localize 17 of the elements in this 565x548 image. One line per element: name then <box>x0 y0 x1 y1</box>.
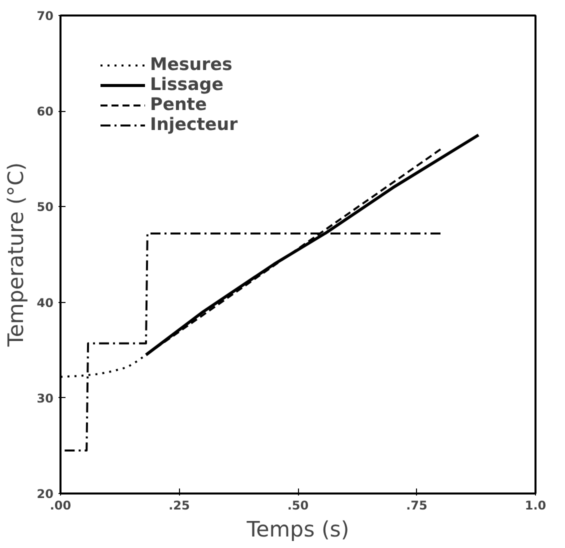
y-axis-title: Temperature (°C) <box>4 162 29 348</box>
y-tick-label: 60 <box>36 104 54 119</box>
legend-label: Pente <box>150 95 207 115</box>
legend-label: Lissage <box>150 75 224 95</box>
x-tick-label: .25 <box>168 498 190 512</box>
x-tick-label: 1.0 <box>524 498 546 512</box>
y-tick-label: 30 <box>36 391 54 406</box>
y-tick-label: 40 <box>36 296 54 310</box>
y-tick-label: 20 <box>36 487 54 501</box>
x-axis-title: Temps (s) <box>246 518 350 542</box>
y-tick-label: 70 <box>36 9 54 23</box>
y-tick-label: 50 <box>36 200 54 214</box>
x-tick-label: .50 <box>287 498 309 512</box>
x-tick-label: .00 <box>50 498 72 512</box>
legend-label: Mesures <box>150 55 232 75</box>
x-tick-label: .75 <box>406 498 428 512</box>
legend-label: Injecteur <box>150 115 238 135</box>
